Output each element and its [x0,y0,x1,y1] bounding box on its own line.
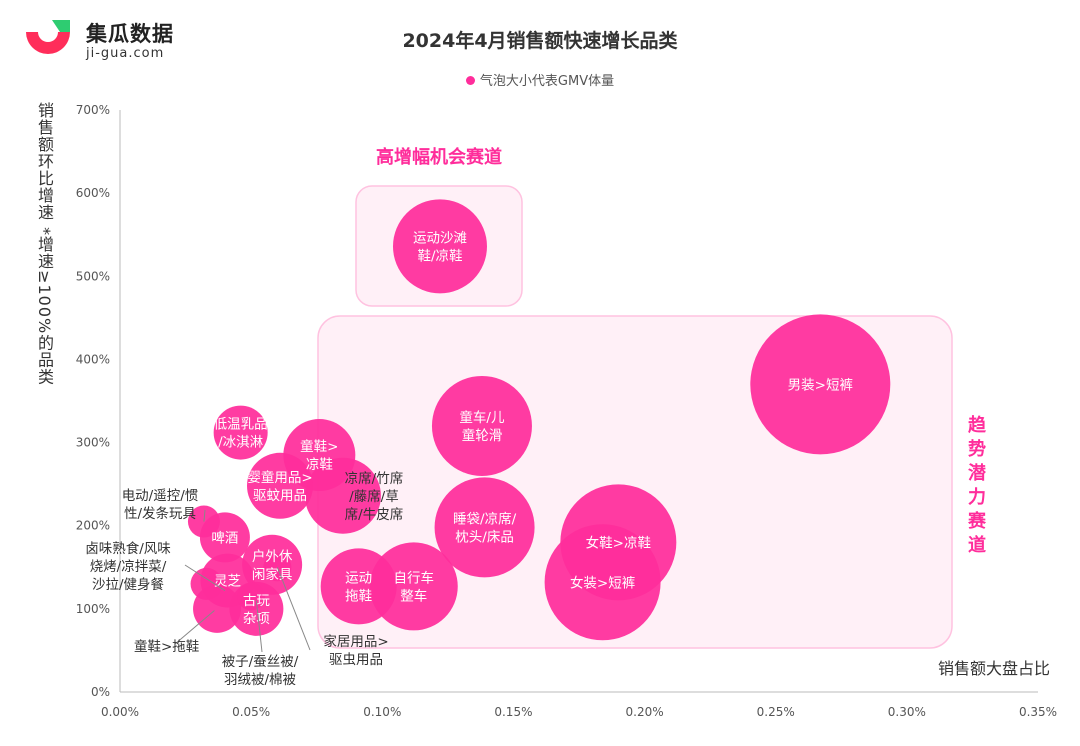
bubble-label: 自行车 [394,569,435,586]
bubble-label-outside: 羽绒被/棉被 [224,672,297,688]
legend-label: 气泡大小代表GMV体量 [479,74,615,89]
jigua-logo-icon [26,20,70,54]
brand-logo: 集瓜数据 ji-gua.com [22,18,192,68]
x-tick-label: 0.20% [626,705,664,719]
bubble [246,452,313,519]
bubble [320,548,397,625]
bubble [431,375,532,476]
y-tick-label: 0% [91,685,110,699]
leader-line [184,564,226,591]
x-tick-label: 0.10% [363,705,401,719]
zone-title-trend-char: 势 [968,438,986,460]
y-tick-label: 300% [76,436,110,450]
bubble [237,582,266,611]
bubble-label: 女鞋>凉鞋 [586,534,651,551]
bubble [544,524,661,641]
bubble [369,542,458,631]
bubble-label-outside: 沙拉/健身餐 [92,577,165,593]
zone-title-trend-char: 道 [968,534,986,556]
x-tick-label: 0.00% [101,705,139,719]
bubble-label-outside: 驱虫用品 [329,652,383,668]
y-tick-label: 100% [76,602,110,616]
bubble-label-outside: 性/发条玩具 [124,505,196,522]
leader-line [174,610,215,645]
bubble-label: /藤席/草 [349,489,399,505]
x-tick-label: 0.35% [1019,705,1057,719]
zone-title-trend-char: 潜 [968,462,987,484]
y-tick-label: 500% [76,269,110,283]
x-tick-label: 0.25% [757,705,795,719]
y-tick-label: 200% [76,519,110,533]
y-tick-label: 400% [76,352,110,366]
bubble-label: 婴童用品> [247,469,312,486]
bubble-label: 女装>短裤 [570,574,635,591]
chart-legend: 气泡大小代表GMV体量 [0,70,1080,89]
y-axis-label: 销售额环比增速 *增速≥100%的品类 [35,102,54,386]
leader-line [255,600,263,653]
bubble-label: 驱蚊用品 [253,488,307,504]
zone-title-trend-char: 力 [968,487,986,508]
bubble-label: 拖鞋 [345,588,372,604]
bubble-label: 闲家具 [252,566,293,583]
bubble [190,567,223,600]
x-tick-label: 0.05% [232,705,270,719]
leader-line [276,567,311,651]
bubble-label: 睡袋/凉席/ [453,511,517,527]
bubble-label: 童轮滑 [462,427,503,444]
legend-dot-icon [465,76,475,85]
bubble-label: /冰淇淋 [218,435,264,451]
zone-title-trend-char: 趋 [968,414,987,436]
bubble-label-outside: 烧烤/凉拌菜/ [90,559,167,575]
bubble-label-outside: 电动/遥控/惯 [122,487,199,504]
bubble-label: 户外休 [252,548,293,565]
bubble-label: 运动沙滩 [413,230,467,246]
x-tick-label: 0.15% [494,705,532,719]
axes-layer: 0% 100% 200% 300% 400% 500% 600% 700% 0.00% 0.05%… [76,103,1057,719]
zone-title-trend-char: 赛 [967,510,987,532]
bubble-label: 啤酒 [211,530,238,546]
x-axis-label: 销售额大盘占比 [937,659,1050,678]
bubble [213,405,268,460]
bubble-label: 凉鞋 [306,457,333,473]
bubble-label: 低温乳品 [214,417,268,433]
y-tick-label: 600% [76,186,110,200]
chart-title: 2024年4月销售额快速增长品类 [402,30,678,52]
x-tick-label: 0.30% [888,705,926,719]
bubble-label: 杂项 [243,611,270,627]
zone-title-high-growth: 高增幅机会赛道 [376,146,502,168]
bubble-label: 凉席/竹席 [345,471,404,487]
bubble-label: 灵芝 [214,574,241,590]
bubble-layer [187,199,891,641]
bubble-label: 鞋/凉鞋 [417,248,462,264]
bubble-label: 枕头/床品 [455,529,514,545]
brand-site: ji-gua.com [86,46,165,61]
bubble-label-outside: 家居用品> [323,633,388,650]
bubble-label: 童车/儿 [459,409,505,426]
bubble [434,477,535,578]
y-tick-label: 700% [76,103,110,117]
bubble-label: 整车 [400,587,427,604]
bubble-label: 席/牛皮席 [345,507,404,523]
bubble-label-outside: 卤味熟食/风味 [85,540,171,557]
bubble [392,199,487,294]
bubble-label: 男装>短裤 [788,377,853,393]
bubble-label: 运动 [345,570,372,586]
brand-name: 集瓜数据 [86,22,174,46]
bubble [750,314,891,455]
bubble-label: 童鞋> [300,438,338,455]
bubble-label-outside: 被子/蚕丝被/ [222,654,299,670]
bubble-label-outside: 童鞋>拖鞋 [134,638,199,655]
leader-line [203,509,206,522]
